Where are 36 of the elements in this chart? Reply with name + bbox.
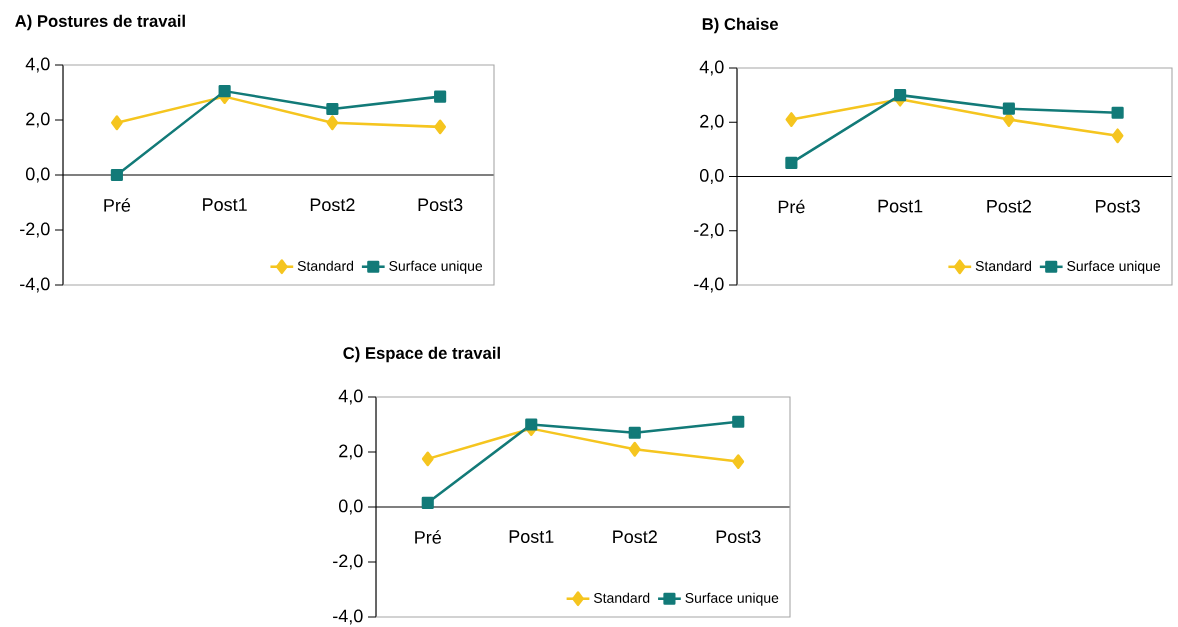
y-tick-label: 2,0 (700, 114, 724, 130)
x-tick-label: Post3 (418, 198, 463, 212)
y-tick-label: 4,0 (25, 57, 50, 73)
legend-label: Surface unique (1067, 260, 1161, 274)
chart-title: A) Postures de travail (15, 14, 185, 31)
y-tick-label: -2,0 (333, 554, 363, 570)
y-tick-label: 0,0 (338, 499, 363, 515)
x-tick-label: Post1 (878, 199, 923, 213)
x-tick-label: Post2 (987, 199, 1031, 213)
y-tick-label: 4,0 (699, 60, 724, 76)
y-tick-label: -4,0 (694, 277, 724, 293)
x-tick-label: Pré (778, 199, 805, 214)
chart-title: B) Chaise (702, 17, 778, 34)
y-tick-label: 4,0 (338, 389, 363, 405)
x-tick-label: Post2 (310, 198, 355, 212)
legend-label: Standard (593, 592, 650, 603)
y-tick-label: 2,0 (339, 444, 363, 460)
y-tick-label: -2,0 (20, 222, 50, 238)
y-tick-label: -4,0 (333, 609, 363, 625)
x-tick-label: Post3 (716, 530, 761, 544)
legend-label: Surface unique (389, 260, 483, 274)
x-tick-label: Post2 (613, 530, 657, 544)
y-tick-label: -4,0 (20, 277, 50, 293)
x-tick-label: Pré (104, 198, 131, 212)
y-tick-label: -2,0 (694, 223, 724, 239)
y-tick-label: 2,0 (26, 112, 50, 128)
x-tick-label: Post1 (203, 198, 247, 211)
legend-label: Standard (297, 260, 354, 271)
x-tick-label: Post1 (509, 530, 554, 543)
chart-title: C) Espace de travail (343, 346, 500, 363)
x-tick-label: Pré (415, 530, 441, 544)
legend-label: Surface unique (685, 592, 779, 606)
y-tick-label: 0,0 (25, 167, 50, 183)
x-tick-label: Post3 (1096, 199, 1140, 213)
y-tick-label: 0,0 (699, 169, 724, 184)
legend-label: Standard (975, 260, 1031, 272)
